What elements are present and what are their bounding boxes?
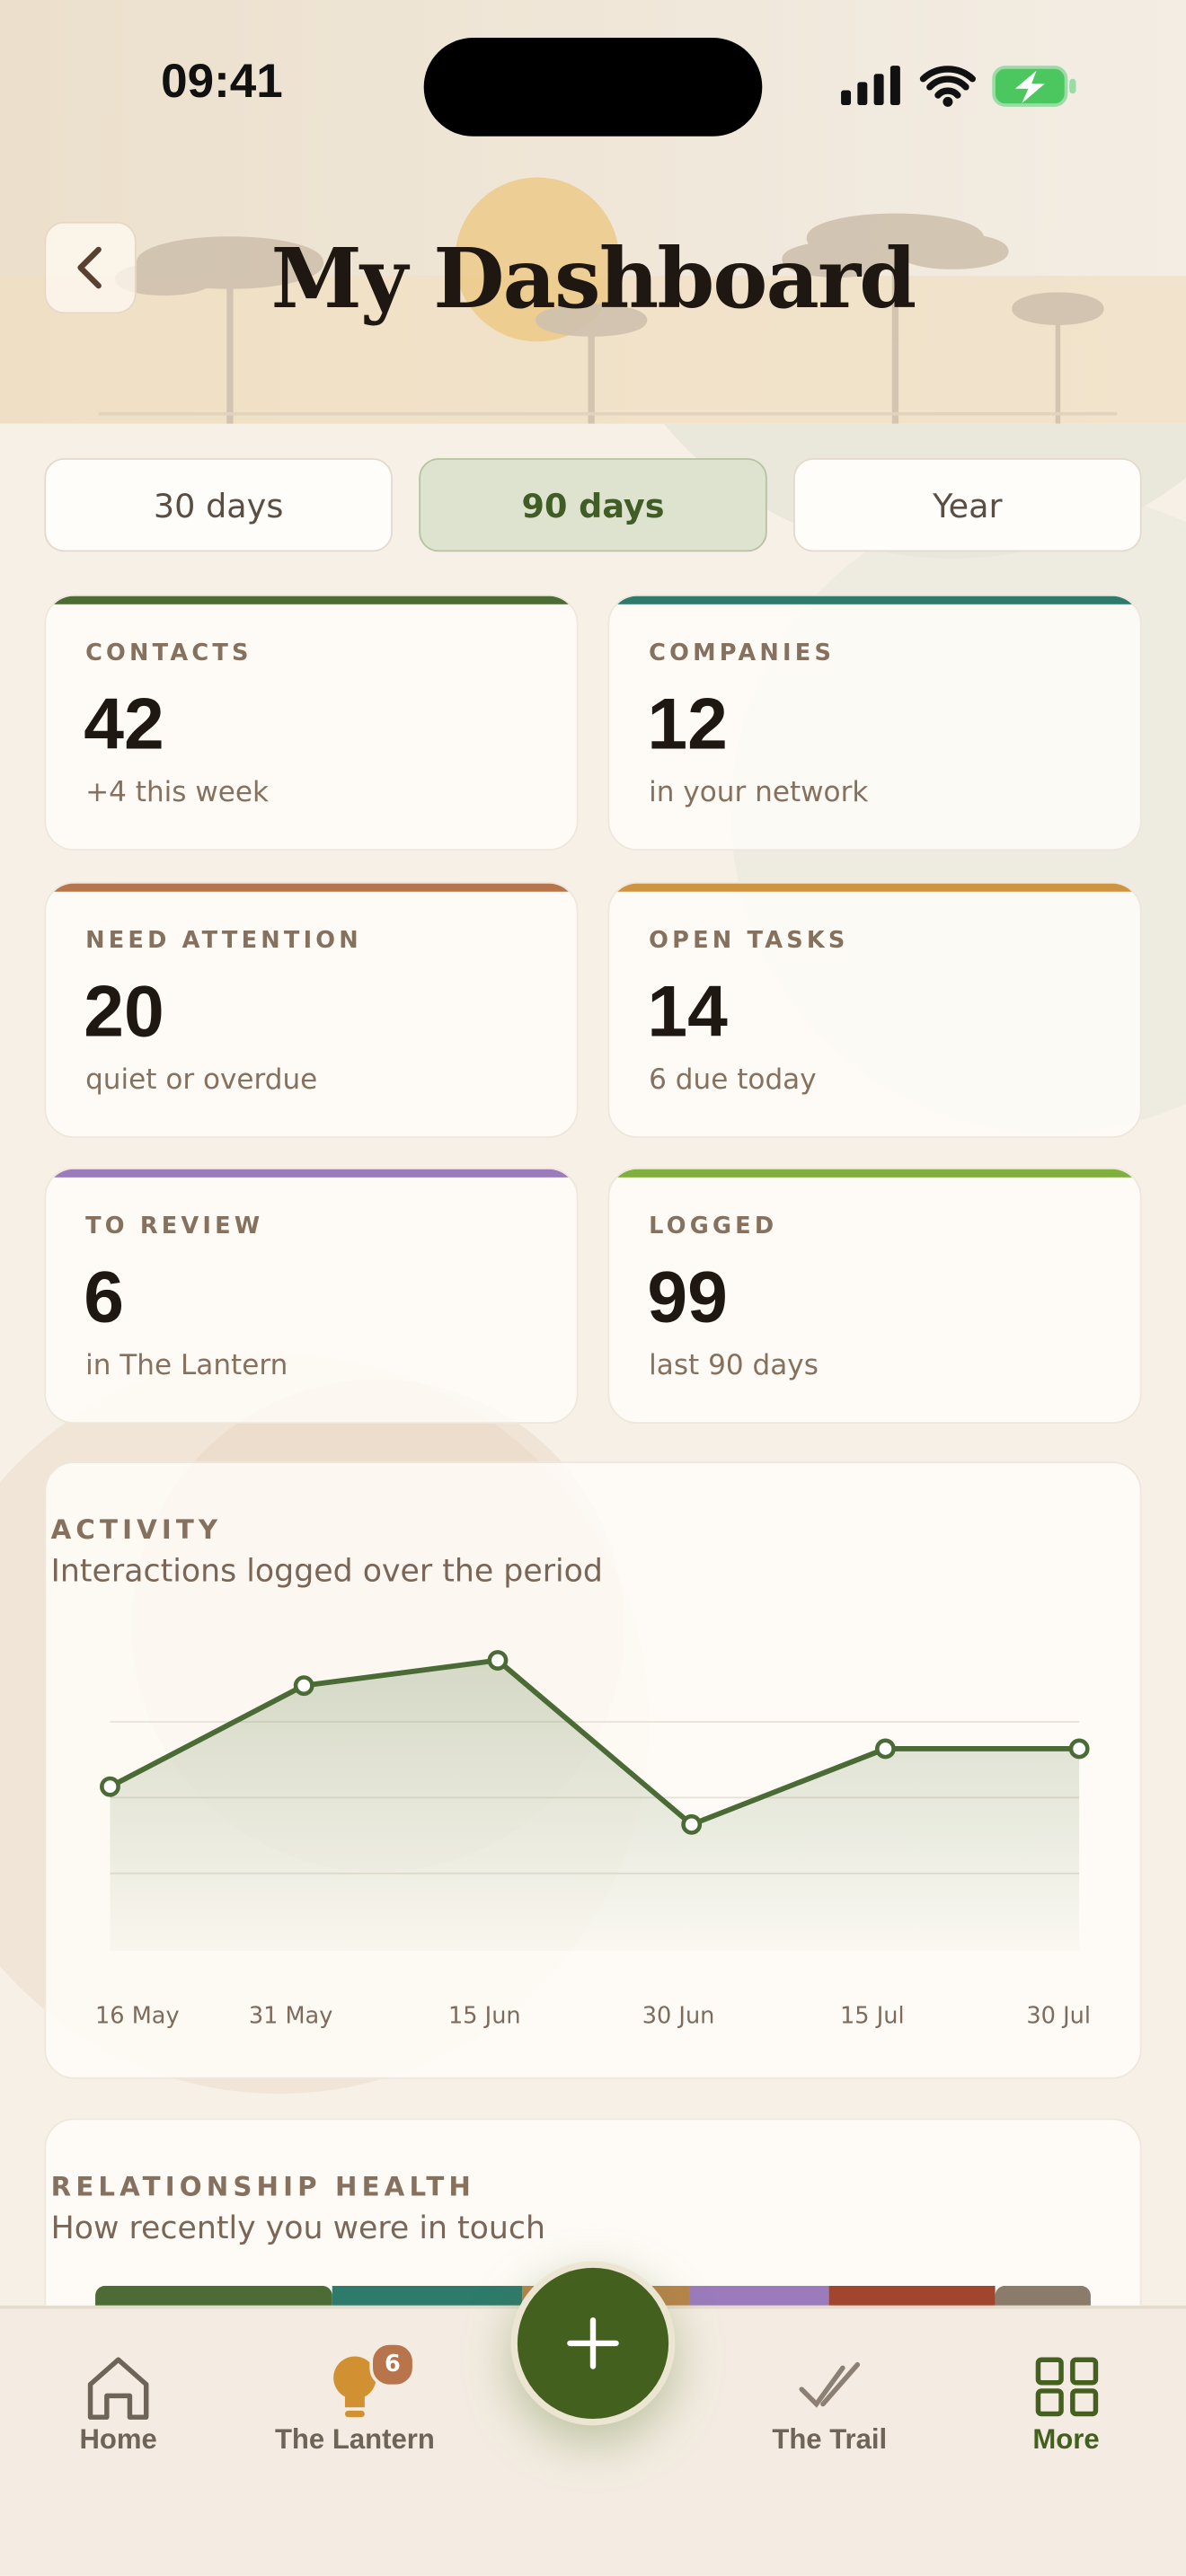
stat-accent <box>609 595 1140 604</box>
period-option[interactable]: Year <box>793 458 1142 552</box>
stat-note: 6 due today <box>649 1063 817 1097</box>
nav-item[interactable]: The Trail <box>772 2423 888 2456</box>
activity-title: ACTIVITY <box>50 1513 223 1546</box>
stat-card[interactable]: LOGGED 99 last 90 days <box>607 1167 1142 1425</box>
stat-label: COMPANIES <box>649 640 836 667</box>
health-title: RELATIONSHIP HEALTH <box>50 2170 476 2202</box>
stat-value: 12 <box>647 684 728 765</box>
stat-value: 14 <box>647 971 728 1052</box>
period-option[interactable]: 30 days <box>44 458 393 552</box>
health-subtitle: How recently you were in touch <box>50 2210 546 2247</box>
stat-note: +4 this week <box>85 776 270 810</box>
page-title: My Dashboard <box>270 229 917 327</box>
nav-item[interactable]: Home <box>79 2423 157 2456</box>
stat-value: 20 <box>84 971 164 1052</box>
activity-subtitle: Interactions logged over the period <box>50 1553 603 1590</box>
stat-label: LOGGED <box>649 1213 778 1240</box>
stat-card[interactable]: COMPANIES 12 in your network <box>607 594 1142 851</box>
period-option[interactable]: 90 days <box>419 458 767 552</box>
stat-accent <box>46 882 577 891</box>
stat-card[interactable]: CONTACTS 42 +4 this week <box>44 594 579 851</box>
stat-note: in your network <box>649 776 869 810</box>
stat-label: NEED ATTENTION <box>85 927 362 954</box>
stat-accent <box>609 1169 1140 1178</box>
stat-accent <box>46 1169 577 1178</box>
stat-card[interactable]: OPEN TASKS 14 6 due today <box>607 880 1142 1138</box>
stat-value: 6 <box>84 1257 125 1339</box>
stat-label: OPEN TASKS <box>649 927 849 954</box>
dynamic-island <box>423 38 763 137</box>
stat-label: CONTACTS <box>85 640 252 667</box>
health-segment <box>689 2285 829 2306</box>
back-icon <box>77 246 102 289</box>
stat-value: 99 <box>647 1257 728 1339</box>
add-icon <box>567 2317 619 2369</box>
stat-card[interactable]: TO REVIEW 6 in The Lantern <box>44 1167 579 1425</box>
stat-label: TO REVIEW <box>85 1213 264 1240</box>
stat-note: quiet or overdue <box>85 1063 318 1097</box>
stat-note: last 90 days <box>649 1349 819 1383</box>
health-segment <box>828 2285 996 2306</box>
stat-value: 42 <box>84 684 164 765</box>
add-button[interactable] <box>510 2261 676 2426</box>
back-button[interactable] <box>44 221 137 314</box>
stat-card[interactable]: NEED ATTENTION 20 quiet or overdue <box>44 880 579 1138</box>
nav-item[interactable]: The Lantern <box>274 2423 435 2456</box>
stat-note: in The Lantern <box>85 1349 288 1383</box>
status-icons <box>841 66 1076 107</box>
nav-badge: 6 <box>369 2342 416 2388</box>
nav-icons <box>87 2356 1099 2420</box>
stat-accent <box>609 882 1140 891</box>
health-segment <box>95 2285 332 2306</box>
health-segment <box>332 2285 523 2306</box>
status-time: 09:41 <box>161 56 283 109</box>
nav-item[interactable]: More <box>1032 2423 1100 2456</box>
stat-accent <box>46 595 577 604</box>
health-segment <box>995 2285 1091 2306</box>
